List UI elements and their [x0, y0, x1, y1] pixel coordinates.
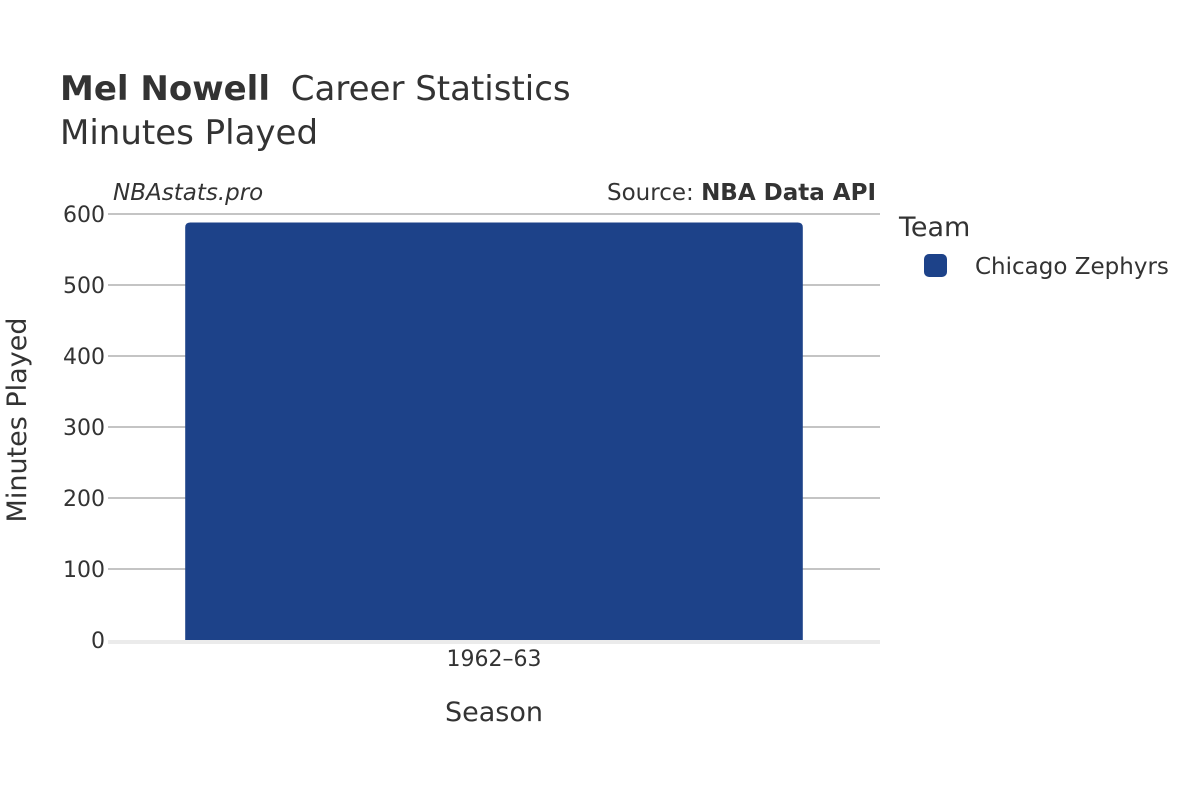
source-prefix: Source:	[607, 180, 701, 206]
legend-title: Team	[898, 212, 970, 243]
bar-layer	[185, 222, 803, 640]
y-tick-label: 600	[63, 203, 105, 228]
source-credit: Source: NBA Data API	[607, 180, 876, 206]
y-tick-label: 0	[91, 629, 105, 654]
x-tick-label: 1962–63	[447, 647, 542, 672]
watermark: NBAstats.pro	[113, 180, 263, 206]
y-tick-label: 200	[63, 487, 105, 512]
baseline	[108, 640, 880, 644]
y-tick-label: 500	[63, 274, 105, 299]
chart-subtitle: Minutes Played	[60, 113, 318, 153]
y-tick-label: 300	[63, 416, 105, 441]
legend-items: Chicago Zephyrs	[924, 254, 1169, 280]
legend-swatch	[924, 254, 947, 277]
y-axis-label: Minutes Played	[2, 318, 33, 523]
title-player-name: Mel Nowell	[60, 69, 270, 109]
y-tick-label: 400	[63, 345, 105, 370]
bar	[185, 222, 803, 640]
x-tick-labels: 1962–63	[447, 647, 542, 672]
x-axis-label: Season	[445, 697, 543, 728]
legend-label: Chicago Zephyrs	[975, 254, 1169, 280]
chart-title: Mel Nowell Career Statistics	[60, 69, 571, 109]
source-name: NBA Data API	[701, 180, 876, 206]
title-rest: Career Statistics	[291, 69, 571, 109]
y-tick-label: 100	[63, 558, 105, 583]
legend: Team Chicago Zephyrs	[898, 212, 1169, 280]
y-tick-labels: 0 100 200 300 400 500 600	[63, 203, 105, 654]
